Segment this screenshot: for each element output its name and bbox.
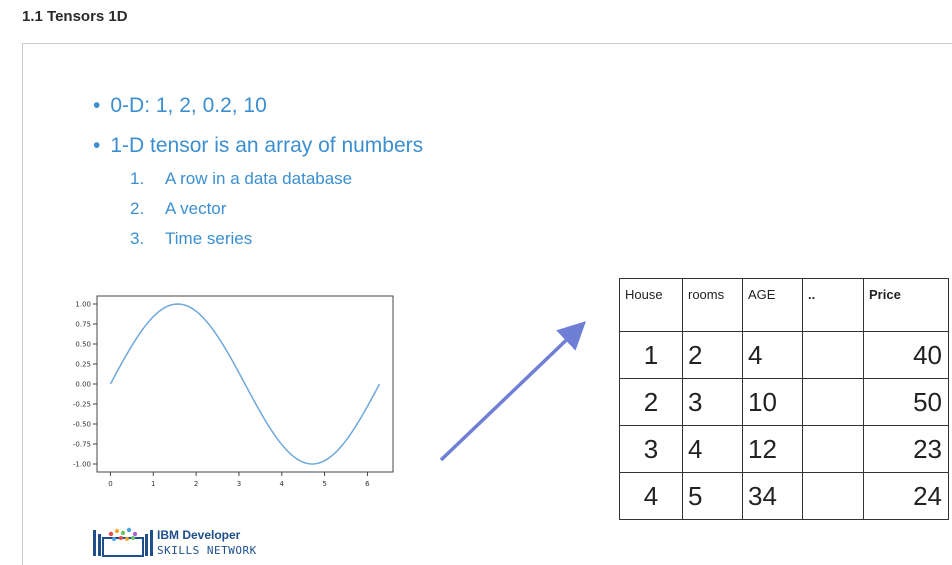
x-tick-label: 5	[322, 480, 326, 488]
y-tick-label: 1.00	[75, 301, 91, 309]
y-tick-label: -0.75	[73, 441, 91, 449]
y-tick-label: 0.00	[75, 381, 91, 389]
bullet-1d-text: 1-D tensor is an array of numbers	[110, 134, 424, 157]
table-row: 3 4 12 23	[619, 425, 949, 473]
bullet-0d: • 0-D: 1, 2, 0.2, 10	[93, 94, 267, 117]
header-age: AGE	[742, 278, 803, 332]
bullet-1d: • 1-D tensor is an array of numbers	[93, 134, 424, 157]
bullet-0d-text: 0-D: 1, 2, 0.2, 10	[110, 94, 267, 117]
table-row: 2 3 10 50	[619, 378, 949, 426]
x-tick-label: 4	[280, 480, 285, 488]
x-tick-label: 0	[108, 480, 112, 488]
table-row: 4 5 34 24	[619, 472, 949, 520]
x-tick-label: 3	[237, 480, 241, 488]
subitem-3: 3. Time series	[130, 229, 253, 248]
logo-text: IBM Developer SKILLS NETWORK	[157, 528, 257, 558]
header-rooms: rooms	[682, 278, 743, 332]
logo-line-skills-network: SKILLS NETWORK	[157, 544, 257, 557]
y-tick-label: -0.50	[73, 421, 91, 429]
subitem-1: 1. A row in a data database	[130, 169, 353, 188]
ibm-skills-network-logo-icon	[93, 527, 153, 557]
page-title: 1.1 Tensors 1D	[22, 8, 128, 25]
arrow-graphic	[439, 321, 587, 462]
y-tick-label: 0.75	[75, 321, 91, 329]
sine-series-line	[109, 303, 381, 465]
house-table: House rooms AGE .. Price 1 2 4 40 2 3 10…	[619, 278, 949, 520]
subitem-2: 2. A vector	[130, 199, 227, 218]
y-tick-label: -1.00	[73, 461, 91, 469]
y-tick-label: 0.25	[75, 361, 91, 369]
header-house: House	[619, 278, 683, 332]
slide-frame: • 0-D: 1, 2, 0.2, 10 • 1-D tensor is an ar…	[22, 43, 952, 565]
header-ellipsis: ..	[802, 278, 864, 332]
table-header-row: House rooms AGE .. Price	[619, 278, 949, 332]
sine-plot: 0 1 2 3 4 5 6 1.00 0.75 0.50 0.25 0.00 -0.25 -0.50 -0.…	[73, 295, 394, 488]
header-price: Price	[863, 278, 949, 332]
x-tick-label: 2	[194, 480, 198, 488]
logo-line-ibm-developer: IBM Developer	[157, 528, 241, 542]
x-tick-label: 1	[151, 480, 155, 488]
table-row: 1 2 4 40	[619, 331, 949, 379]
x-tick-label: 6	[365, 480, 370, 488]
y-tick-label: 0.50	[75, 341, 91, 349]
y-tick-label: -0.25	[73, 401, 91, 409]
